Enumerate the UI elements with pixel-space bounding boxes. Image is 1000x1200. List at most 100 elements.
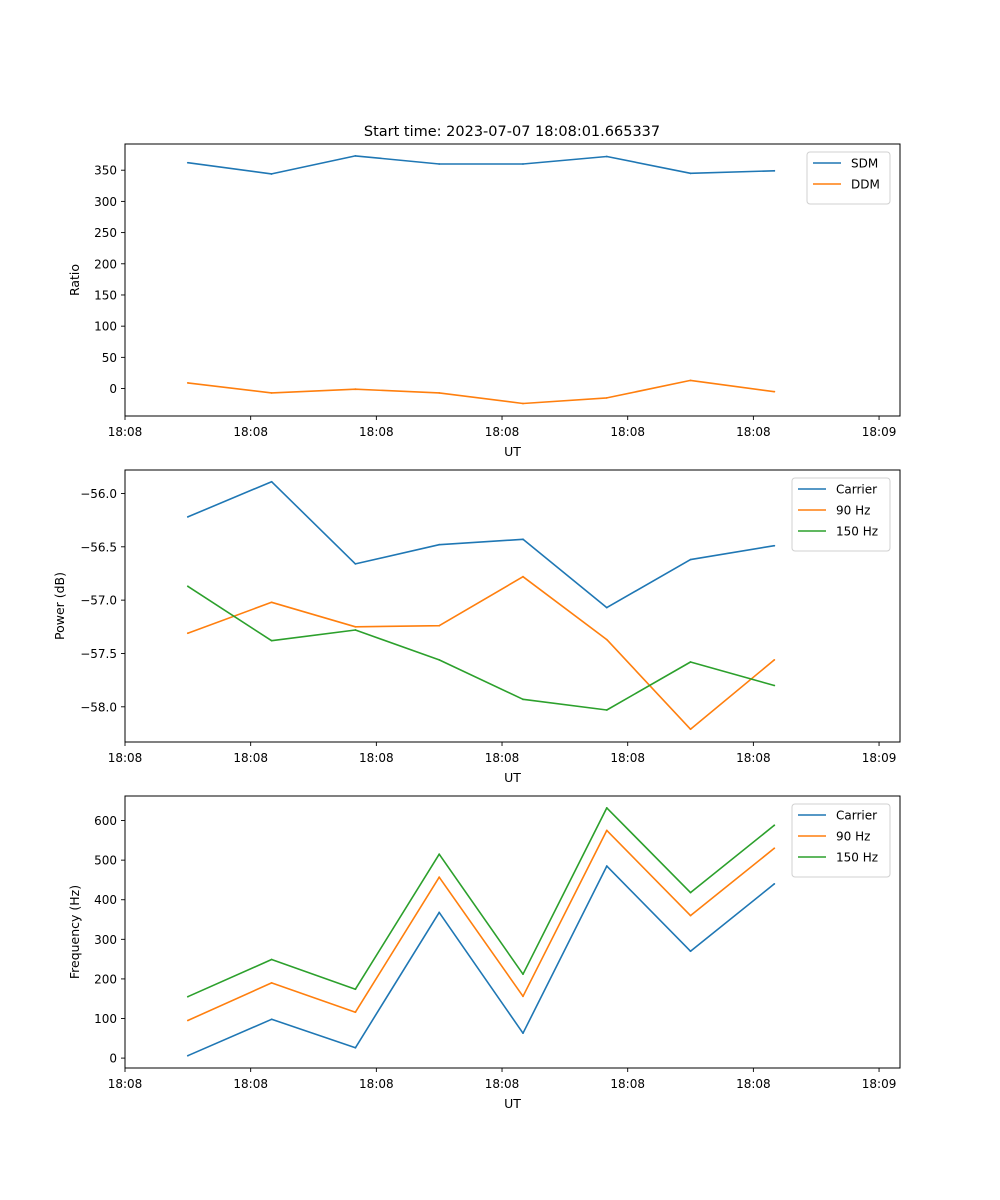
y-tick-label: 50	[102, 351, 117, 365]
data-point	[605, 865, 608, 867]
data-point	[186, 161, 189, 164]
x-axis-label: UT	[504, 1096, 521, 1111]
x-tick-label: 18:08	[610, 425, 645, 439]
data-point	[773, 390, 776, 393]
x-tick-label: 18:09	[862, 425, 897, 439]
legend-box	[791, 803, 891, 878]
data-point	[354, 1046, 357, 1049]
y-axis-label: Frequency (Hz)	[67, 885, 82, 979]
y-tick-label: 200	[94, 257, 117, 271]
legend-label: 90 Hz	[836, 830, 870, 844]
legend-label: SDM	[851, 157, 878, 171]
data-point	[438, 876, 441, 879]
data-point	[186, 585, 189, 588]
y-tick-label: 400	[94, 893, 117, 907]
series-line-90-hz	[187, 829, 775, 1022]
data-point	[270, 639, 273, 642]
y-tick-label: 300	[94, 195, 117, 209]
data-point	[354, 388, 357, 391]
x-tick-label: 18:08	[485, 751, 520, 765]
data-point	[689, 661, 692, 663]
y-tick-label: 100	[94, 320, 117, 334]
data-point	[438, 853, 441, 856]
data-point	[186, 632, 189, 635]
legend-label: DDM	[851, 178, 880, 192]
data-point	[605, 397, 608, 399]
y-tick-label: 350	[94, 164, 117, 178]
data-point	[689, 379, 692, 382]
legend-box	[806, 151, 891, 205]
y-tick-label: 600	[94, 814, 117, 828]
x-tick-label: 18:08	[108, 751, 143, 765]
data-point	[270, 958, 273, 961]
data-point	[354, 1011, 357, 1014]
legend-box	[791, 477, 891, 552]
x-tick-label: 18:08	[108, 425, 143, 439]
data-point	[773, 824, 776, 827]
data-point	[522, 575, 524, 578]
figure-title: Start time: 2023-07-07 18:08:01.665337	[364, 124, 660, 140]
series-line-carrier	[187, 865, 775, 1057]
data-point	[605, 806, 608, 809]
data-point	[438, 624, 441, 627]
data-point	[270, 1018, 273, 1021]
data-point	[773, 882, 776, 885]
data-point	[605, 709, 608, 711]
data-point	[522, 538, 524, 541]
x-tick-label: 18:08	[233, 1077, 268, 1091]
data-point	[186, 516, 189, 518]
x-tick-label: 18:08	[233, 425, 268, 439]
y-tick-label: 150	[94, 288, 117, 302]
data-point	[522, 163, 524, 165]
data-point	[354, 562, 357, 565]
data-point	[605, 829, 608, 832]
data-point	[773, 544, 776, 547]
data-point	[522, 698, 524, 701]
data-point	[522, 973, 524, 976]
data-point	[689, 950, 692, 953]
data-point	[354, 988, 357, 991]
x-tick-label: 18:08	[610, 751, 645, 765]
axes-frame	[124, 143, 901, 417]
x-axis-label: UT	[504, 770, 521, 785]
data-point	[605, 155, 608, 158]
y-tick-label: 500	[94, 854, 117, 868]
data-point	[270, 981, 273, 984]
data-point	[438, 392, 441, 394]
y-tick-label: 0	[109, 1052, 117, 1066]
data-point	[438, 658, 441, 661]
data-point	[689, 728, 692, 731]
x-tick-label: 18:08	[610, 1077, 645, 1091]
data-point	[522, 1032, 524, 1035]
data-point	[773, 847, 776, 850]
series-line-150-hz	[187, 585, 775, 711]
y-tick-label: −58.0	[80, 700, 117, 714]
axes-frame	[124, 469, 901, 743]
series-line-carrier	[187, 480, 775, 609]
y-tick-label: −57.5	[80, 647, 117, 661]
data-point	[186, 1054, 189, 1057]
data-point	[354, 625, 357, 628]
x-tick-label: 18:08	[736, 1077, 771, 1091]
x-tick-label: 18:09	[862, 1077, 897, 1091]
y-tick-label: 250	[94, 226, 117, 240]
y-tick-label: −56.0	[80, 487, 117, 501]
x-tick-label: 18:08	[485, 425, 520, 439]
ratio-panel: 18:08 18:08 18:08 18:08 18:08 18:08 18:09 0 50 10…	[67, 143, 901, 459]
data-point	[773, 684, 776, 687]
data-point	[186, 382, 189, 384]
series-line-ddm	[187, 379, 775, 405]
y-axis-label: Power (dB)	[52, 572, 67, 640]
x-axis-label: UT	[504, 444, 521, 459]
data-point	[438, 163, 441, 165]
data-point	[689, 558, 692, 561]
data-point	[438, 911, 441, 914]
y-tick-label: 300	[94, 933, 117, 947]
x-tick-label: 18:08	[736, 425, 771, 439]
frequency-panel: 18:08 18:08 18:08 18:08 18:08 18:08 18:09 0 100 2…	[67, 795, 901, 1111]
legend-label: Carrier	[836, 483, 877, 497]
x-tick-label: 18:08	[485, 1077, 520, 1091]
power-panel: 18:08 18:08 18:08 18:08 18:08 18:08 18:09 −58.0…	[52, 469, 901, 785]
data-point	[270, 173, 273, 175]
